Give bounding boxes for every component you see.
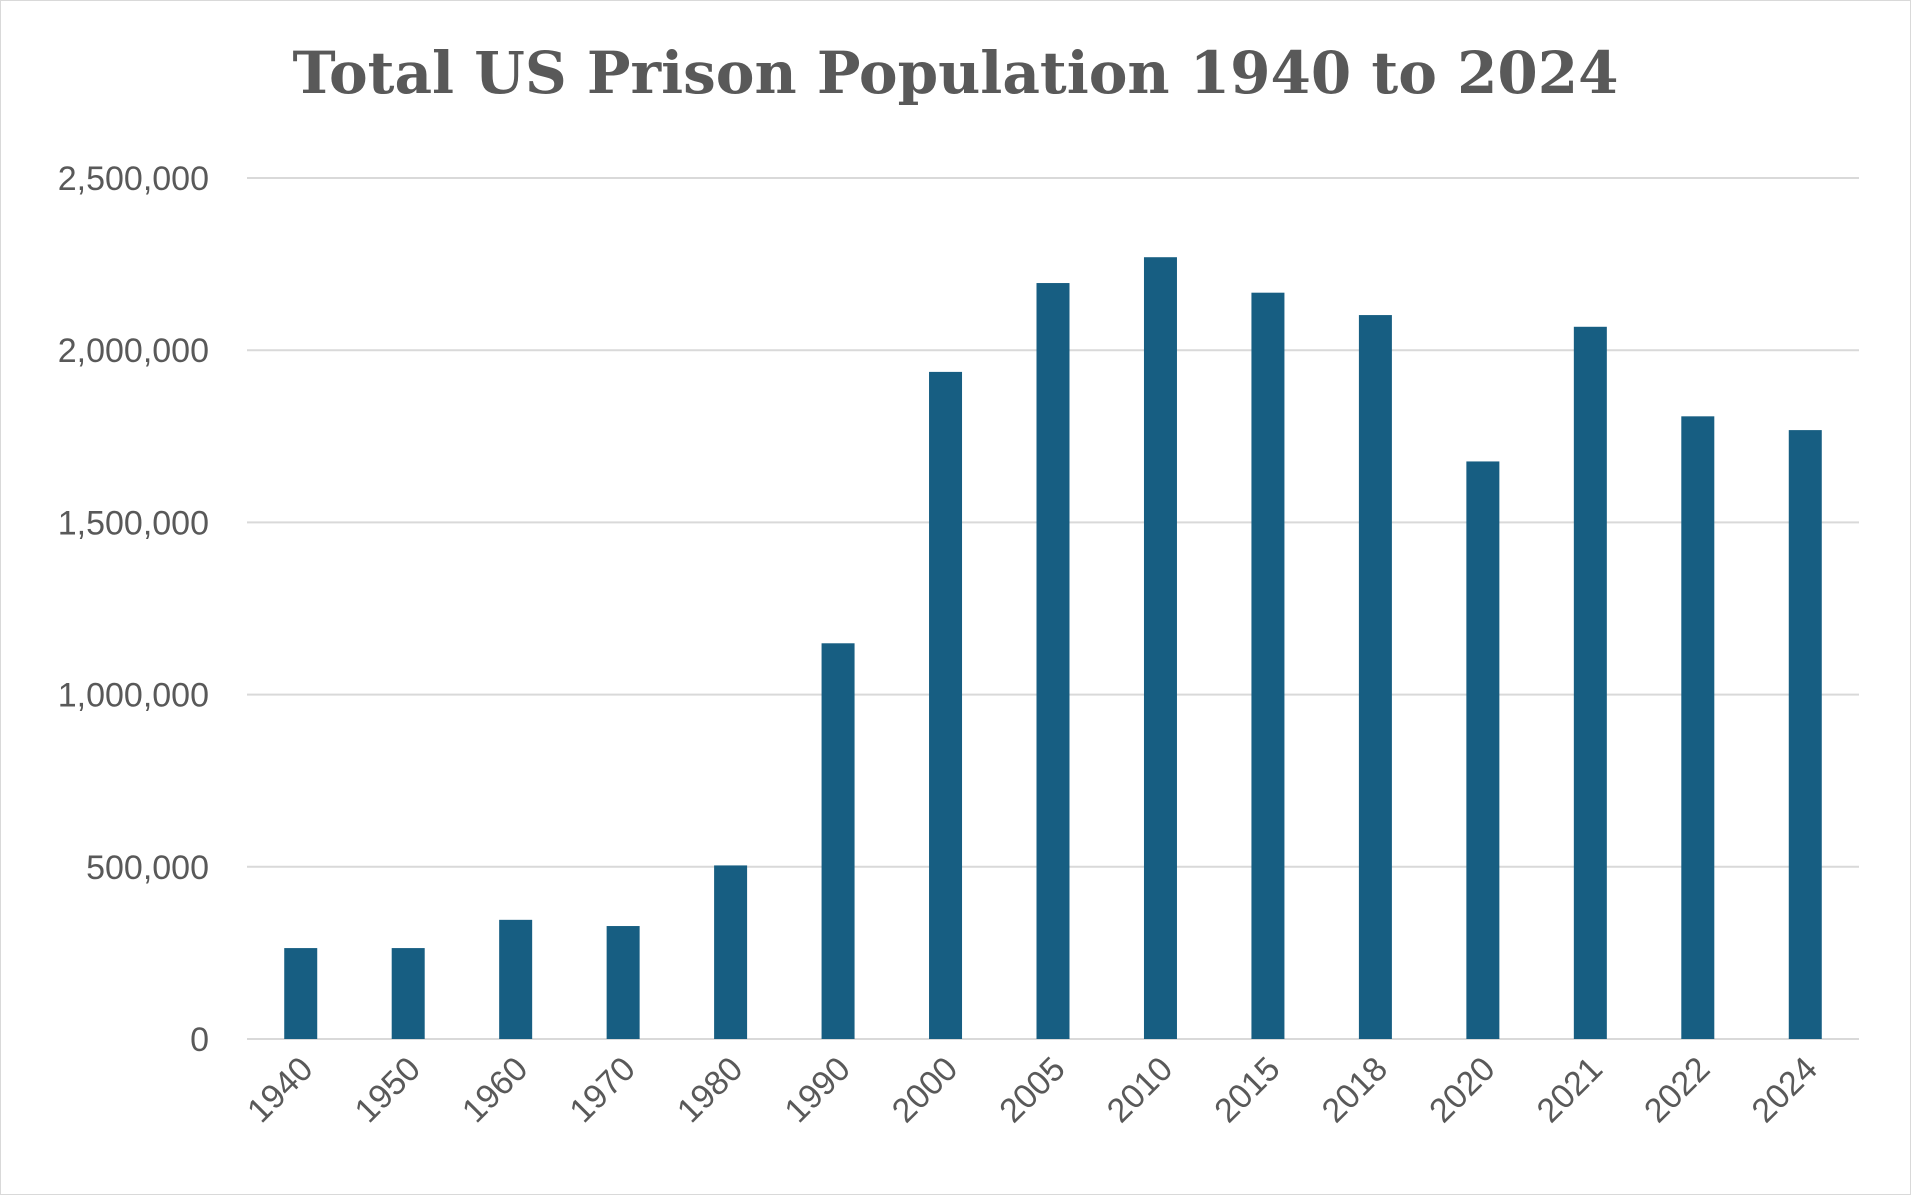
bar <box>1251 292 1285 1040</box>
x-tick-label: 2010 <box>1100 1050 1180 1130</box>
bars <box>284 257 1822 1040</box>
bar <box>391 948 425 1039</box>
bar <box>714 865 748 1039</box>
x-tick-label: 2024 <box>1745 1050 1825 1130</box>
bar <box>929 371 963 1039</box>
x-tick-label: 2020 <box>1422 1050 1502 1130</box>
x-tick-label: 1940 <box>240 1050 320 1130</box>
bar <box>284 948 318 1039</box>
bar <box>1143 257 1177 1039</box>
x-tick-label: 2021 <box>1530 1050 1610 1130</box>
x-tick-label: 1980 <box>670 1050 750 1130</box>
bar <box>821 643 855 1039</box>
chart-title: Total US Prison Population 1940 to 2024 <box>292 39 1619 107</box>
x-tick-label: 2005 <box>992 1050 1072 1130</box>
y-tick-label: 1,500,000 <box>58 504 209 542</box>
x-tick-label: 1990 <box>777 1050 857 1130</box>
x-tick-label: 2022 <box>1637 1050 1717 1130</box>
x-tick-label: 2000 <box>885 1050 965 1130</box>
bar <box>1681 416 1715 1039</box>
bar <box>1573 326 1607 1040</box>
x-tick-label: 1960 <box>455 1050 535 1130</box>
x-tick-label: 2018 <box>1315 1050 1395 1130</box>
y-axis-ticks: 0 500,000 1,000,000 1,500,000 2,000,000 2,500… <box>58 160 209 1059</box>
bar <box>1788 430 1822 1039</box>
x-axis-ticks: 1940 1950 1960 1970 1980 1990 2000 2005 2010 2015… <box>240 1050 1825 1130</box>
bar <box>1466 461 1500 1040</box>
y-tick-label: 1,000,000 <box>58 677 209 715</box>
y-tick-label: 2,000,000 <box>58 332 209 370</box>
y-tick-label: 2,500,000 <box>58 160 209 198</box>
x-tick-label: 1970 <box>562 1050 642 1130</box>
x-tick-label: 1950 <box>348 1050 428 1130</box>
y-tick-label: 0 <box>190 1021 209 1059</box>
bar <box>1036 283 1070 1039</box>
y-tick-label: 500,000 <box>86 849 209 887</box>
bar <box>606 926 640 1039</box>
bar <box>1358 315 1392 1040</box>
bar <box>499 919 533 1039</box>
x-tick-label: 2015 <box>1207 1050 1287 1130</box>
